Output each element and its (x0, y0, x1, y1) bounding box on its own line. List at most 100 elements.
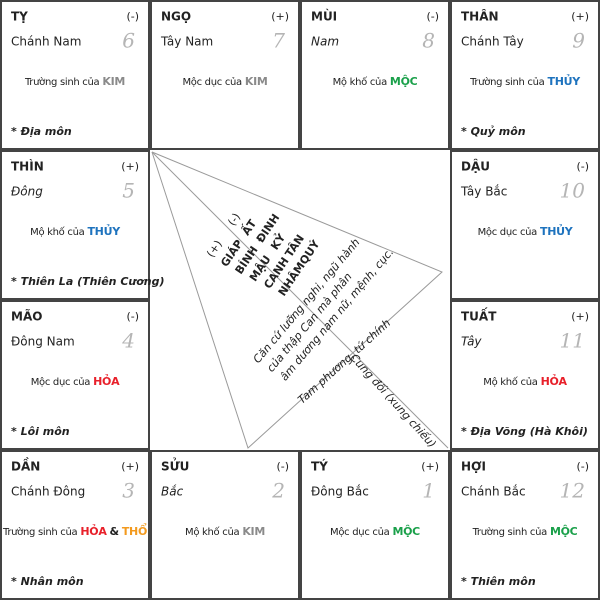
number: 2 (271, 479, 285, 503)
cell (0, 150, 150, 300)
direction: Đông Bắc (311, 485, 369, 499)
direction: Tây (461, 335, 482, 349)
direction: Chánh Bắc (461, 485, 526, 499)
cell (300, 0, 450, 150)
stage: Trường sinh của (24, 76, 100, 88)
direction: Bắc (161, 485, 184, 499)
direction: Tây Bắc (460, 185, 507, 199)
number: 12 (560, 479, 585, 503)
stage-line: Mộc dục của HỎA (31, 374, 120, 388)
element: MỘC (550, 525, 578, 538)
stage: Trường sinh của (2, 526, 78, 538)
stage-line: Mộc dục của KIM (182, 75, 267, 88)
stage-line: Trường sinh của HỎA & THỔ (2, 523, 147, 538)
direction: Chánh Đông (11, 485, 85, 499)
stage: Mộ khố của (30, 226, 84, 238)
number: 6 (122, 29, 135, 53)
number: 3 (122, 479, 135, 503)
cell (150, 450, 300, 600)
branch: THÌN (11, 159, 44, 174)
note: * Địa môn (11, 125, 72, 138)
element: THỦY (540, 224, 574, 238)
stage: Trường sinh của (469, 76, 545, 88)
stage: Mộc dục của (478, 226, 538, 238)
element: THỔ (122, 523, 147, 538)
cell (450, 300, 600, 450)
note: * Lôi môn (11, 425, 70, 438)
stage: Mộc dục của (182, 76, 242, 88)
branch: MÙI (311, 9, 337, 24)
note: * Địa Võng (Hà Khôi) (461, 425, 588, 438)
branch: TÝ (311, 459, 328, 474)
sign: (+) (121, 160, 139, 173)
element: MỘC (390, 75, 418, 88)
sign: (+) (121, 460, 139, 473)
branch: SỬU (161, 458, 189, 474)
number: 10 (560, 179, 586, 203)
number: 5 (122, 179, 135, 203)
branch: THÂN (461, 9, 499, 24)
element: HỎA (80, 524, 107, 538)
stage-line: Trường sinh của KIM (24, 75, 125, 88)
stage: Mộc dục của (31, 376, 91, 388)
cell (450, 0, 600, 150)
polarity: (-) (225, 211, 243, 229)
element: THỦY (547, 74, 581, 88)
stage-line: Mộ khố của KIM (185, 525, 265, 538)
sign: (+) (571, 310, 589, 323)
element: KIM (242, 525, 265, 538)
stage-line: Trường sinh của THỦY (469, 74, 581, 88)
sign: (-) (276, 460, 289, 473)
number: 8 (422, 29, 435, 53)
direction: Đông Nam (11, 335, 75, 349)
sign: (-) (126, 310, 139, 323)
number: 4 (121, 329, 135, 353)
stage-line: Mộc dục của THỦY (478, 224, 574, 238)
direction: Chánh Tây (461, 35, 524, 49)
element: KIM (245, 75, 268, 88)
direction: Tây Nam (160, 35, 213, 49)
branch: HỢI (461, 460, 486, 474)
direction: Nam (311, 35, 339, 49)
sign: (-) (576, 460, 589, 473)
note: * Quỷ môn (461, 125, 526, 138)
stage: Mộc dục của (330, 526, 390, 538)
sign: (+) (421, 460, 439, 473)
stage-line: Mộc dục của MỘC (330, 525, 420, 538)
note: * Nhân môn (11, 575, 84, 588)
element: HỎA (541, 374, 568, 388)
sign: (+) (271, 10, 289, 23)
stage-line: Mộ khố của MỘC (333, 75, 418, 88)
branch: DẦN (11, 457, 40, 474)
element: THỦY (87, 224, 121, 238)
cell (0, 450, 150, 600)
number: 7 (272, 29, 285, 53)
branch: NGỌ (161, 10, 191, 24)
triangle (151, 151, 443, 449)
cell (300, 450, 450, 600)
number: 9 (572, 29, 585, 53)
stage-line: Mộ khố của HỎA (483, 374, 567, 388)
branch: DẬU (461, 159, 490, 174)
direction: Chánh Nam (11, 35, 81, 49)
branch: TUẤT (461, 307, 497, 324)
cell (0, 0, 150, 150)
element: KIM (102, 75, 125, 88)
branch: TỴ (11, 10, 28, 24)
stage: Mộ khố của (333, 76, 387, 88)
branch: MÃO (11, 309, 42, 324)
cell (450, 150, 600, 300)
element: & (110, 525, 120, 538)
diagonal (151, 151, 449, 449)
number: 1 (422, 479, 435, 503)
note: * Thiên môn (461, 575, 536, 588)
element: MỘC (392, 525, 420, 538)
stage-line: Mộ khố của THỦY (30, 224, 121, 238)
element: HỎA (93, 374, 120, 388)
sign: (-) (426, 10, 439, 23)
stage: Trường sinh của (472, 526, 548, 538)
stage: Mộ khố của (483, 376, 537, 388)
cell (450, 450, 600, 600)
note: * Thiên La (Thiên Cương) (11, 275, 165, 288)
